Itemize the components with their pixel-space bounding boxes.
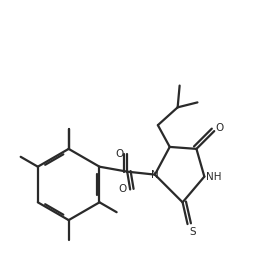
Text: O: O xyxy=(115,149,123,159)
Text: NH: NH xyxy=(206,172,221,182)
Text: O: O xyxy=(215,123,223,133)
Text: S: S xyxy=(189,227,196,237)
Text: N: N xyxy=(151,170,159,180)
Text: O: O xyxy=(118,184,126,194)
